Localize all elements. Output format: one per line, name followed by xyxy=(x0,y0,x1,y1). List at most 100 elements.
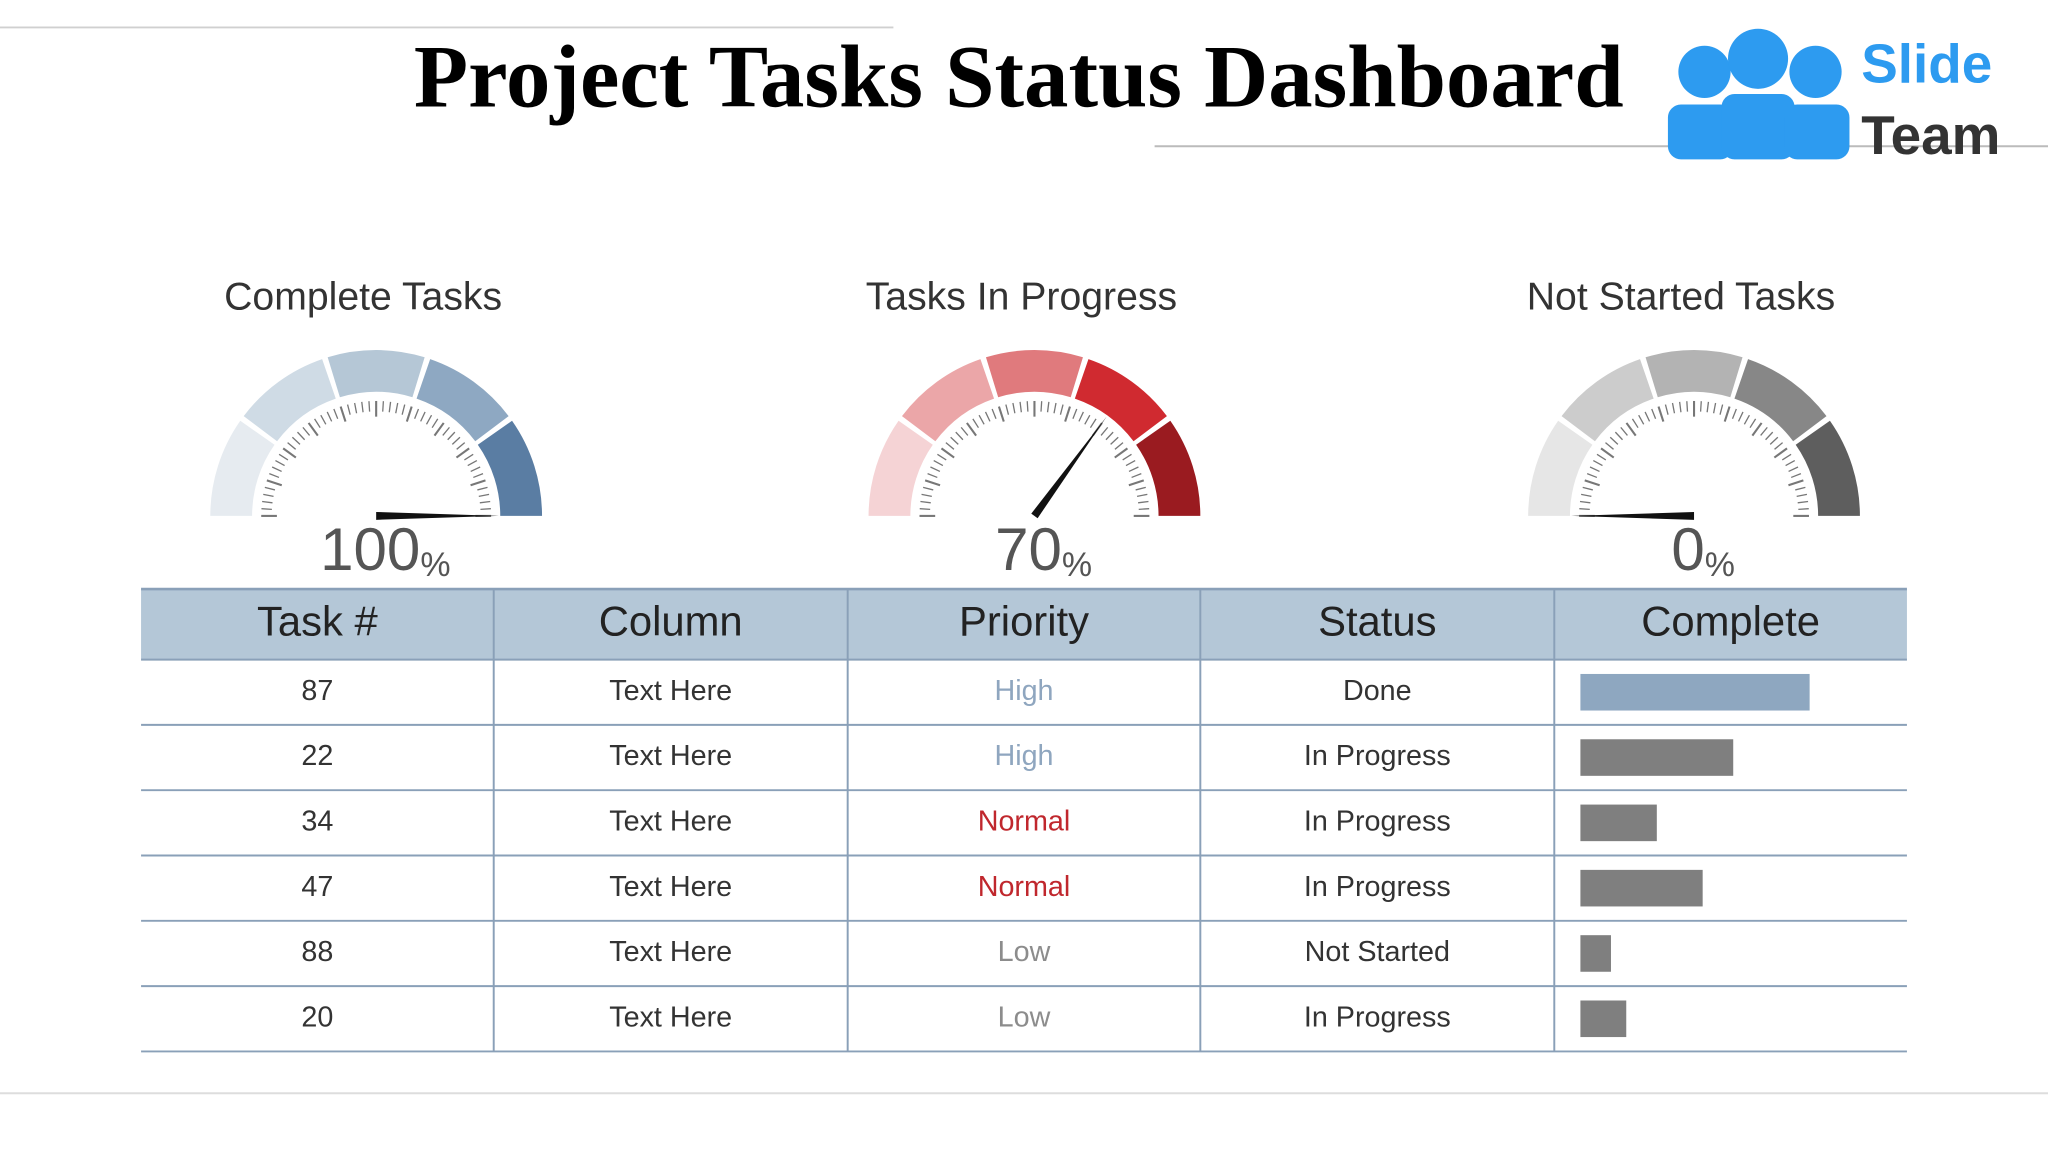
gauge-tick xyxy=(1136,493,1148,497)
gauge-tick xyxy=(297,431,306,441)
table-cell: High xyxy=(994,740,1053,772)
gauge-tick xyxy=(451,436,461,445)
table-cell: High xyxy=(994,675,1053,707)
complete-bar xyxy=(1580,673,1810,711)
gauge-tick xyxy=(945,442,955,450)
gauge-tick xyxy=(1773,447,1788,459)
gauge-segment xyxy=(1561,359,1654,442)
gauge-tick xyxy=(264,486,276,491)
table-header: Task # xyxy=(257,597,379,644)
gauge-tick xyxy=(1678,401,1682,413)
gauge-unit: % xyxy=(420,546,450,584)
table-cell: Not Started xyxy=(1305,936,1450,968)
table-cell: 47 xyxy=(301,871,333,903)
gauge-tick xyxy=(1012,402,1016,414)
gauge-tick xyxy=(960,426,969,436)
gauge-segment xyxy=(1136,420,1201,516)
gauge-tick xyxy=(271,466,282,473)
gauge-tick xyxy=(1046,401,1050,413)
gauge-tick xyxy=(1040,401,1043,412)
gauge-tick xyxy=(1105,431,1114,441)
gauge-tick xyxy=(966,422,977,437)
gauge-tick xyxy=(291,436,301,445)
gauge-tick xyxy=(1579,508,1590,511)
gauge-tick xyxy=(1089,418,1097,429)
gauge-tick xyxy=(1100,426,1109,436)
gauge-tick xyxy=(1664,404,1669,415)
gauge-tick xyxy=(1751,422,1763,437)
gauge-tick xyxy=(1620,426,1628,436)
gauge-tick xyxy=(1084,414,1091,425)
gauge-tick xyxy=(1005,404,1010,415)
gauge-tick xyxy=(433,422,445,437)
gauge-tick xyxy=(920,500,931,504)
gauge-tick xyxy=(1128,466,1139,473)
gauge-tick xyxy=(353,402,358,414)
gauge-tick xyxy=(1625,422,1637,437)
gauge-tick xyxy=(464,453,474,461)
gauge-tick xyxy=(1593,459,1603,467)
logo-text: Slide xyxy=(1861,32,1992,94)
gauge-tick xyxy=(278,453,289,461)
gauge-tick xyxy=(388,401,392,413)
gauge-segment xyxy=(1528,420,1593,516)
gauge-tick xyxy=(1796,493,1808,497)
gauge-tick xyxy=(382,401,385,412)
gauge-tick xyxy=(368,401,371,412)
table-cell: Text Here xyxy=(609,740,732,772)
gauge-tick xyxy=(1614,431,1623,441)
gauge-tick xyxy=(922,486,934,491)
table-cell: Done xyxy=(1343,675,1412,707)
gauge-tick xyxy=(1731,408,1737,420)
gauge-tick xyxy=(1760,426,1768,436)
logo: Slide Team xyxy=(1667,28,2000,166)
table-cell: Normal xyxy=(978,871,1071,903)
table-cell: Low xyxy=(998,936,1051,968)
gauge-segment xyxy=(243,359,336,442)
gauge-tick xyxy=(456,442,466,450)
complete-bar xyxy=(1580,935,1611,972)
gauge-tick xyxy=(1605,442,1614,450)
gauge-tick xyxy=(470,466,481,473)
table-cell: Text Here xyxy=(609,805,732,837)
gauge-segment xyxy=(416,359,509,442)
gauge-tick xyxy=(287,442,297,450)
gauge-tick xyxy=(479,500,491,504)
gauge-tick xyxy=(480,508,491,511)
gauge-tick xyxy=(326,411,333,422)
table-cell: Text Here xyxy=(609,675,732,707)
gauge-needle xyxy=(376,512,499,520)
gauge-tick xyxy=(1609,436,1619,445)
complete-bar xyxy=(1580,1000,1627,1038)
gauge-tick xyxy=(1749,418,1757,429)
gauge-segment xyxy=(868,420,933,516)
gauge-tick xyxy=(1135,486,1146,491)
gauge-tick xyxy=(1110,436,1119,445)
gauge-tick xyxy=(1586,472,1598,479)
table-cell: In Progress xyxy=(1304,871,1451,903)
gauge-needle xyxy=(1571,512,1695,520)
gauge-tick xyxy=(955,431,964,441)
table-header-bg xyxy=(141,589,1907,660)
table-cell: In Progress xyxy=(1304,805,1451,837)
gauge-tick xyxy=(972,418,980,429)
gauge-tick xyxy=(320,414,327,425)
gauge-tick xyxy=(431,418,439,429)
gauge-tick xyxy=(1579,500,1591,504)
gauge-tick xyxy=(470,479,486,487)
gauge-tick xyxy=(1781,453,1792,461)
gauge-title: Complete Tasks xyxy=(224,275,502,318)
gauge-tick xyxy=(1059,404,1064,415)
gauge-tick xyxy=(1019,401,1023,413)
gauge-tick xyxy=(1798,508,1809,511)
gauge-tick xyxy=(1712,402,1717,414)
gauge-tick xyxy=(991,408,997,420)
table-cell: Normal xyxy=(978,805,1071,837)
gauge-tick xyxy=(420,411,426,422)
gauge-segment xyxy=(1645,350,1743,398)
gauge-tick xyxy=(1788,479,1804,487)
table-cell: Text Here xyxy=(609,1001,732,1033)
gauge-tick xyxy=(1790,472,1802,479)
